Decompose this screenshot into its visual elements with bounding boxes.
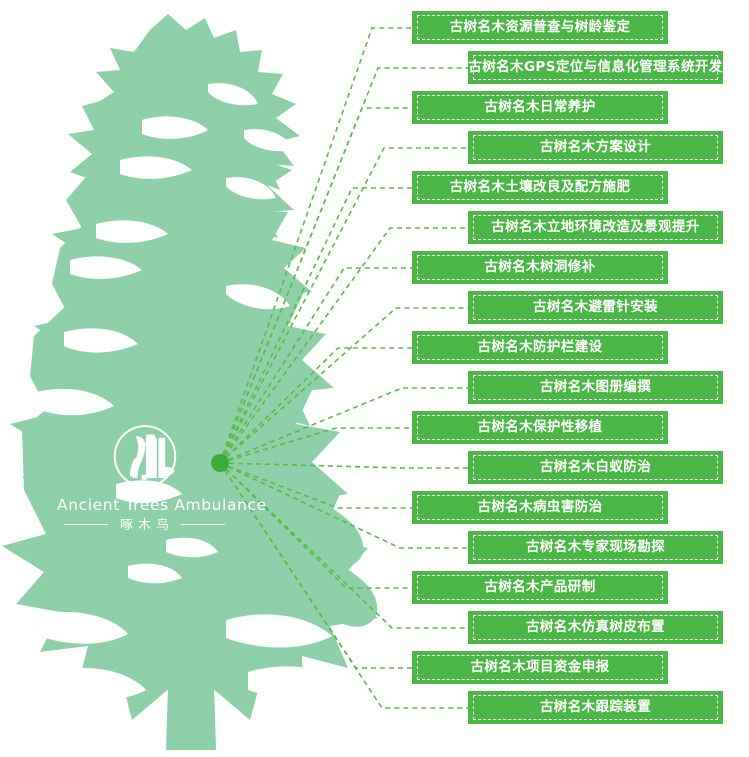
service-item-box[interactable]: 古树名木立地环境改造及景观提升: [468, 211, 723, 244]
tree-cut-outs: [34, 83, 354, 700]
service-item-box[interactable]: 古树名木日常养护: [412, 91, 668, 124]
service-item-box[interactable]: 古树名木资源普查与树龄鉴定: [412, 11, 668, 44]
service-item-box[interactable]: 古树名木产品研制: [412, 571, 668, 604]
service-item-box[interactable]: 古树名木专家现场勘探: [468, 531, 723, 564]
service-item-box[interactable]: 古树名木项目资金申报: [412, 651, 668, 684]
service-item-box[interactable]: 古树名木树洞修补: [412, 251, 668, 284]
service-item-label: 古树名木跟踪装置: [539, 698, 652, 715]
service-item-box[interactable]: 古树名木病虫害防治: [412, 491, 668, 524]
service-item-label: 古树名木产品研制: [484, 578, 596, 595]
service-item-box[interactable]: 古树名木避雷针安装: [468, 291, 723, 324]
service-item-label: 古树名木避雷针安装: [532, 298, 659, 315]
service-item-label: 古树名木专家现场勘探: [526, 538, 665, 555]
service-item-label: 古树名木防护栏建设: [477, 338, 603, 355]
service-item-label: 古树名木图册编撰: [539, 378, 652, 395]
service-item-label: 古树名木资源普查与树龄鉴定: [449, 18, 631, 35]
service-item-box[interactable]: 古树名木跟踪装置: [468, 691, 723, 724]
hub-node: [211, 454, 229, 472]
service-item-label: 古树名木土壤改良及配方施肥: [449, 178, 631, 195]
service-item-label: 古树名木日常养护: [484, 98, 596, 115]
service-item-box[interactable]: 古树名木GPS定位与信息化管理系统开发: [468, 51, 723, 84]
service-item-box[interactable]: 古树名木图册编撰: [468, 371, 723, 404]
service-item-label: 古树名木项目资金申报: [470, 658, 610, 675]
service-item-label: 古树名木立地环境改造及景观提升: [491, 218, 700, 235]
service-item-label: 古树名木病虫害防治: [477, 498, 603, 515]
service-item-box[interactable]: 古树名木防护栏建设: [412, 331, 668, 364]
service-item-label: 古树名木保护性移植: [477, 418, 603, 435]
service-item-box[interactable]: 古树名木仿真树皮布置: [468, 611, 723, 644]
service-item-box[interactable]: 古树名木土壤改良及配方施肥: [412, 171, 668, 204]
connector-lines: [219, 27, 468, 709]
service-item-label: 古树名木树洞修补: [484, 258, 596, 275]
service-item-label: 古树名木仿真树皮布置: [526, 618, 665, 635]
service-item-box[interactable]: 古树名木白蚁防治: [468, 451, 723, 484]
service-item-box[interactable]: 古树名木方案设计: [468, 131, 723, 164]
service-item-label: 古树名木方案设计: [539, 138, 652, 155]
service-item-label: 古树名木GPS定位与信息化管理系统开发: [468, 58, 723, 75]
service-item-label: 古树名木白蚁防治: [539, 458, 652, 475]
service-item-box[interactable]: 古树名木保护性移植: [412, 411, 668, 444]
